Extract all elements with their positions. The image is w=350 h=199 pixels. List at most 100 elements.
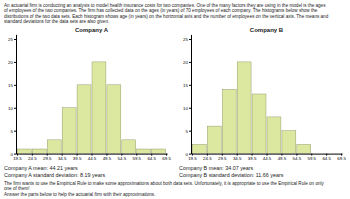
x-tick-label: 34.5 xyxy=(233,156,242,161)
text-line: The firm wants to use the Empirical Rule… xyxy=(4,181,325,186)
bar xyxy=(152,149,166,154)
y-tick-label: 10 xyxy=(8,106,13,111)
x-axis-line xyxy=(17,154,168,155)
bar xyxy=(222,89,236,153)
y-tick-mark xyxy=(189,154,191,155)
y-tick-label: 0 xyxy=(186,152,189,157)
x-tick-label: 59.5 xyxy=(307,156,316,161)
bar xyxy=(107,85,121,154)
x-tick: 19.5 xyxy=(188,154,197,161)
y-axis: 0 5 10 15 20 25 xyxy=(183,35,191,157)
bar xyxy=(252,94,266,154)
bar xyxy=(237,62,251,154)
x-tick-label: 49.5 xyxy=(103,156,112,161)
x-axis-line xyxy=(192,154,343,155)
stats: Company A mean: 44.21 yearsCompany A sta… xyxy=(4,165,284,178)
x-tick: 29.5 xyxy=(218,154,227,161)
x-tick: 69.5 xyxy=(337,154,346,161)
y-tick-mark xyxy=(189,108,191,109)
stats-text: Company A standard deviation: 8.19 years xyxy=(4,172,106,178)
figure: An actuarial firm is conducting an analy… xyxy=(0,0,350,199)
y-tick-label: 20 xyxy=(8,60,13,65)
x-tick: 64.5 xyxy=(322,154,331,161)
y-tick: 5 xyxy=(11,129,16,134)
y-axis: 0 5 10 15 20 25 xyxy=(8,35,16,157)
y-tick-label: 15 xyxy=(183,83,188,88)
y-tick-mark xyxy=(189,39,191,40)
y-tick-label: 5 xyxy=(11,129,14,134)
stats-text: Company B standard deviation: 11.66 year… xyxy=(179,172,284,178)
bar xyxy=(122,140,136,154)
x-axis: 19.5 24.5 29.5 34.5 39.5 44.5 49.5 54.5 59.5 64.5… xyxy=(188,154,346,161)
x-tick: 44.5 xyxy=(88,154,97,161)
x-tick: 29.5 xyxy=(43,154,52,161)
y-tick: 20 xyxy=(8,60,16,65)
y-tick-mark xyxy=(14,62,16,63)
x-tick: 44.5 xyxy=(263,154,272,161)
x-tick-label: 49.5 xyxy=(278,156,287,161)
bar xyxy=(17,149,31,154)
y-axis-line xyxy=(16,35,17,154)
y-tick: 25 xyxy=(8,37,16,42)
x-tick: 19.5 xyxy=(13,154,22,161)
x-tick: 54.5 xyxy=(118,154,127,161)
x-tick: 39.5 xyxy=(73,154,82,161)
text-line: standard deviations for the data sets ar… xyxy=(4,19,109,24)
bars xyxy=(17,62,165,154)
x-tick-label: 34.5 xyxy=(58,156,67,161)
y-tick-label: 10 xyxy=(183,106,188,111)
y-tick-label: 20 xyxy=(183,60,188,65)
y-tick-label: 15 xyxy=(8,83,13,88)
x-tick: 69.5 xyxy=(162,154,171,161)
y-tick-mark xyxy=(14,39,16,40)
y-tick-label: 25 xyxy=(183,37,188,42)
x-tick: 34.5 xyxy=(58,154,67,161)
text-line: of employees of the two companies. The f… xyxy=(4,8,318,13)
x-tick-label: 19.5 xyxy=(13,156,22,161)
x-tick: 24.5 xyxy=(28,154,37,161)
bar xyxy=(297,144,311,153)
y-tick-mark xyxy=(189,62,191,63)
y-tick-mark xyxy=(189,131,191,132)
y-tick-label: 5 xyxy=(186,129,189,134)
y-tick-mark xyxy=(14,131,16,132)
y-tick: 20 xyxy=(183,60,191,65)
chart-title: Company A xyxy=(75,27,109,33)
text-line: Answer the parts below to help the actua… xyxy=(4,192,155,197)
x-tick-label: 44.5 xyxy=(88,156,97,161)
y-tick-label: 25 xyxy=(8,37,13,42)
y-tick: 0 xyxy=(11,152,16,157)
x-tick-label: 69.5 xyxy=(337,156,346,161)
y-tick-mark xyxy=(14,108,16,109)
bar xyxy=(192,144,206,153)
x-tick-label: 24.5 xyxy=(203,156,212,161)
bar xyxy=(267,117,281,154)
x-tick-label: 64.5 xyxy=(322,156,331,161)
y-tick: 5 xyxy=(186,129,191,134)
y-tick-mark xyxy=(189,85,191,86)
text-line: one of them! xyxy=(4,186,30,191)
x-tick-label: 39.5 xyxy=(73,156,82,161)
histogram-panel: Company B 19.5 24.5 29.5 34.5 39.5 44.5 49.5 54.… xyxy=(183,27,346,161)
x-tick-label: 29.5 xyxy=(43,156,52,161)
x-tick: 39.5 xyxy=(248,154,257,161)
bar xyxy=(312,153,326,154)
bar xyxy=(77,85,91,154)
stats-text: Company A mean: 44.21 years xyxy=(4,165,78,171)
x-tick-label: 64.5 xyxy=(147,156,156,161)
x-tick: 54.5 xyxy=(293,154,302,161)
x-tick: 64.5 xyxy=(147,154,156,161)
y-tick-label: 0 xyxy=(11,152,14,157)
x-tick-label: 69.5 xyxy=(162,156,171,161)
y-axis-line xyxy=(191,35,192,154)
bar xyxy=(62,108,76,154)
header-text: An actuarial firm is conducting an analy… xyxy=(4,3,329,25)
x-tick: 59.5 xyxy=(307,154,316,161)
chart-title: Company B xyxy=(250,27,284,33)
x-tick-label: 59.5 xyxy=(132,156,141,161)
y-tick: 10 xyxy=(183,106,191,111)
bar xyxy=(92,62,106,154)
x-tick: 34.5 xyxy=(233,154,242,161)
x-tick: 49.5 xyxy=(278,154,287,161)
bars xyxy=(192,62,310,154)
